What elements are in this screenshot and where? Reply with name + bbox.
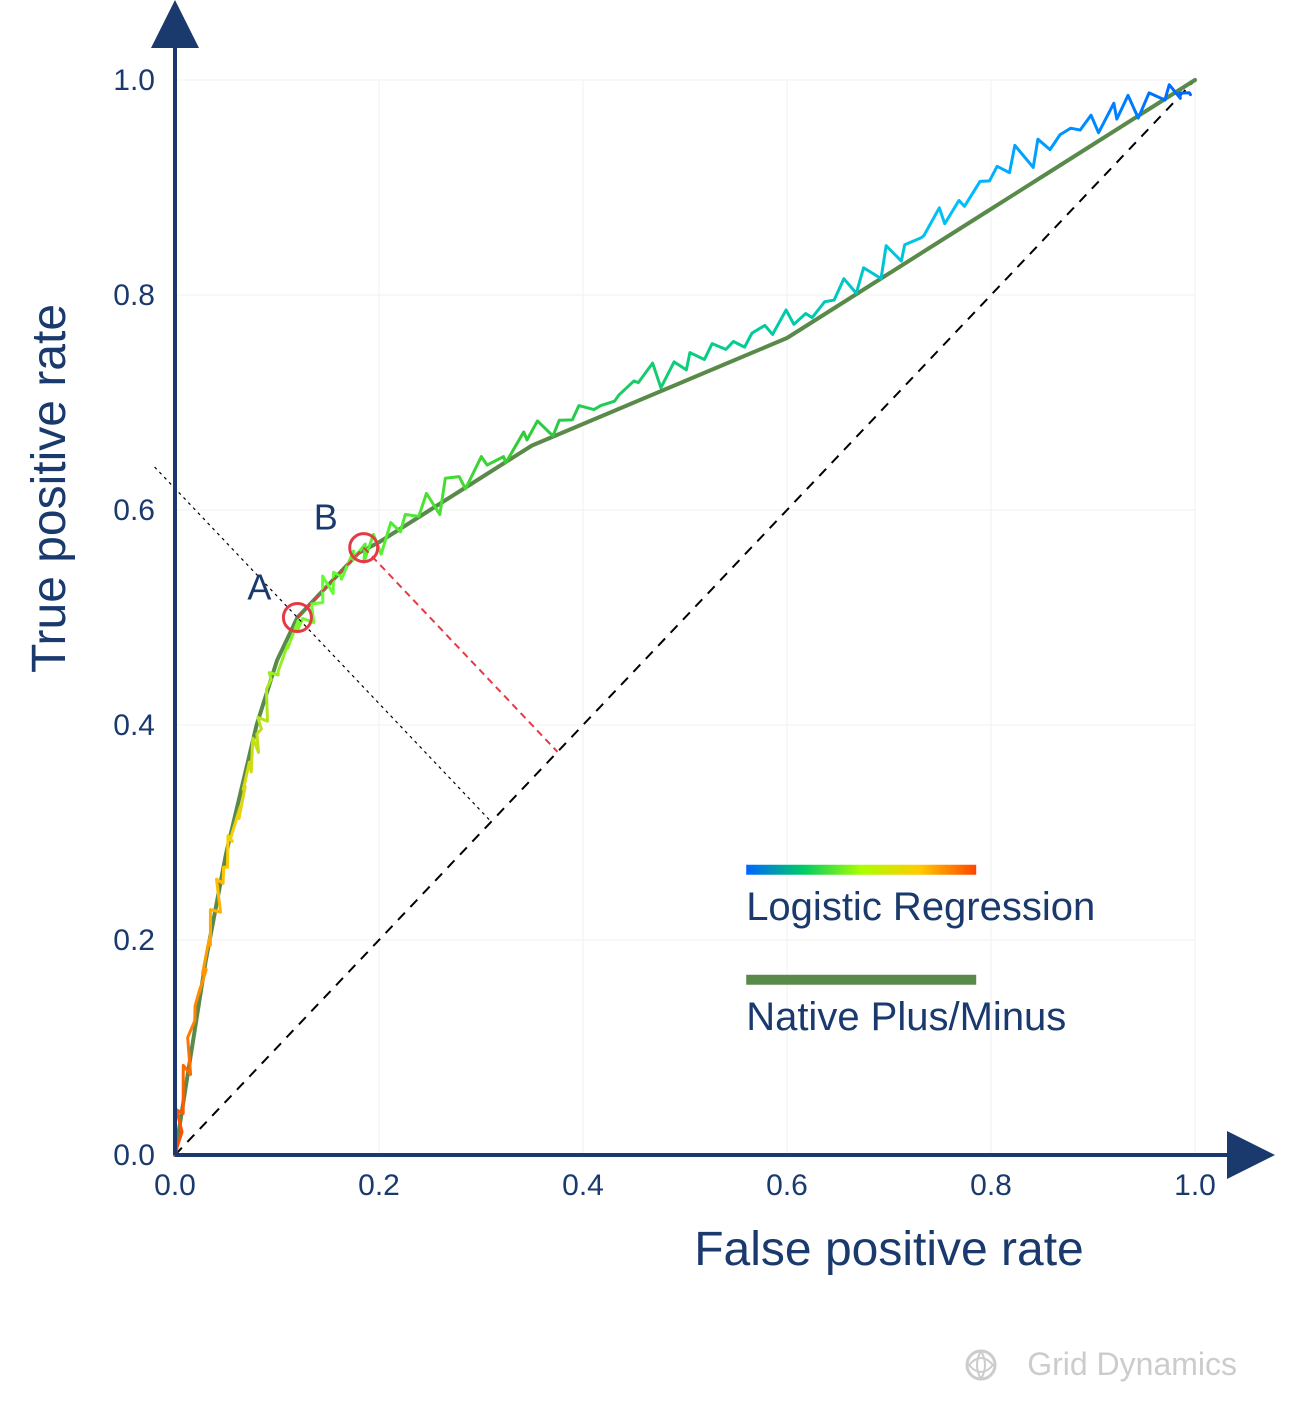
xtick-label: 0.2: [358, 1169, 400, 1202]
x-axis-label: False positive rate: [694, 1223, 1084, 1276]
marker-label-b: B: [314, 497, 338, 538]
xtick-label: 0.4: [562, 1169, 604, 1202]
ytick-label: 0.0: [113, 1139, 155, 1172]
legend-swatch-gradient: [746, 865, 976, 875]
xtick-label: 0.6: [766, 1169, 808, 1202]
ytick-label: 1.0: [113, 64, 155, 97]
xtick-label: 1.0: [1174, 1169, 1216, 1202]
legend-swatch-solid: [746, 975, 976, 985]
ytick-label: 0.6: [113, 494, 155, 527]
roc-chart: A B 0.0 0.2 0.4 0.6 0.8 1.0 0.0 0.2 0.4 0.6 0.8 1.0 Fa…: [0, 0, 1297, 1410]
ytick-label: 0.8: [113, 279, 155, 312]
marker-label-a: A: [247, 567, 271, 608]
ytick-label: 0.2: [113, 924, 155, 957]
ytick-label: 0.4: [113, 709, 155, 742]
xtick-label: 0.0: [154, 1169, 196, 1202]
watermark-text: Grid Dynamics: [1027, 1346, 1237, 1382]
legend-label-1: Native Plus/Minus: [746, 995, 1066, 1039]
legend-label-0: Logistic Regression: [746, 885, 1095, 929]
xtick-label: 0.8: [970, 1169, 1012, 1202]
y-axis-label: True positive rate: [23, 304, 76, 673]
